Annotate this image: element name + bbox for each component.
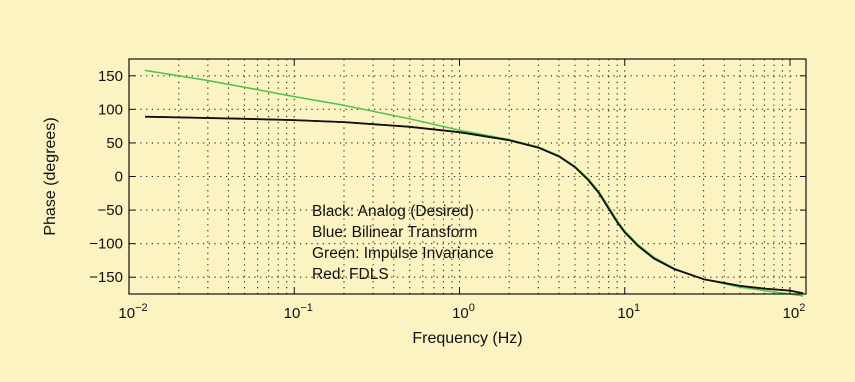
series-lines bbox=[144, 69, 804, 297]
svg-text:10−2: 10−2 bbox=[118, 302, 147, 322]
svg-text:100: 100 bbox=[452, 302, 475, 322]
legend-entry-green: Green: Impulse Invariance bbox=[312, 245, 494, 262]
x-tick-label: 10−2 bbox=[118, 302, 147, 322]
y-tick-label: −100 bbox=[89, 236, 123, 253]
x-tick-label: 102 bbox=[783, 302, 806, 322]
x-tick-label: 101 bbox=[617, 302, 640, 322]
svg-text:10−1: 10−1 bbox=[284, 302, 313, 322]
y-tick-label: 0 bbox=[115, 169, 123, 186]
legend-entry-black: Black: Analog (Desired) bbox=[312, 203, 474, 220]
axis-ticks bbox=[128, 59, 806, 294]
legend: Black: Analog (Desired) Blue: Bilinear T… bbox=[312, 203, 494, 283]
y-tick-label: 150 bbox=[98, 68, 123, 85]
svg-text:102: 102 bbox=[783, 302, 806, 322]
legend-entry-red: Red: FDLS bbox=[312, 266, 389, 283]
series-line bbox=[144, 115, 804, 295]
legend-entry-blue: Blue: Bilinear Transform bbox=[312, 224, 477, 241]
y-tick-labels: 150 100 50 0 −50 −100 −150 bbox=[89, 68, 123, 286]
svg-text:101: 101 bbox=[617, 302, 640, 322]
y-axis-label: Phase (degrees) bbox=[42, 117, 59, 235]
x-tick-label: 100 bbox=[452, 302, 475, 322]
y-tick-label: 100 bbox=[98, 101, 123, 118]
series-line bbox=[144, 69, 804, 297]
x-tick-labels: 10−2 10−1 100 101 102 bbox=[118, 302, 805, 322]
x-tick-label: 10−1 bbox=[284, 302, 313, 322]
y-tick-label: −150 bbox=[89, 269, 123, 286]
y-tick-label: −50 bbox=[98, 202, 123, 219]
y-tick-label: 50 bbox=[106, 135, 123, 152]
x-axis-label: Frequency (Hz) bbox=[412, 330, 522, 347]
